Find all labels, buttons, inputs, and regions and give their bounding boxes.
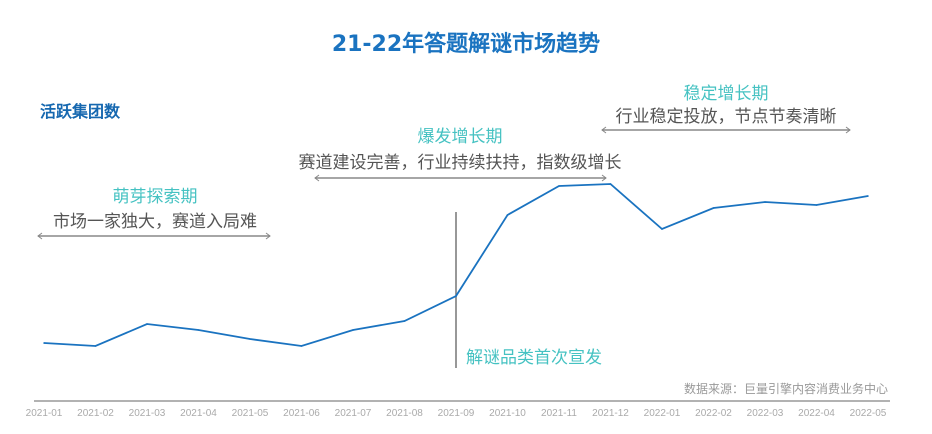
data-point (197, 329, 200, 331)
event-label: 解谜品类首次宣发 (466, 348, 602, 368)
data-point (43, 342, 45, 344)
x-tick-label: 2021-12 (592, 408, 629, 419)
phase-3-desc: 行业稳定投放，节点节奏清晰 (615, 107, 837, 127)
data-point (661, 228, 663, 230)
phase-1-name: 萌芽探索期 (112, 187, 198, 207)
data-point (352, 329, 354, 331)
x-tick-label: 2021-06 (283, 408, 320, 419)
data-point (764, 201, 766, 203)
data-point (609, 183, 612, 185)
phase-3-name: 稳定增长期 (683, 84, 769, 104)
data-point (815, 204, 818, 206)
source-note: 数据来源：巨量引擎内容消费业务中心 (683, 382, 888, 396)
arrow-right-icon (845, 126, 851, 134)
data-point (249, 338, 251, 340)
data-point (506, 214, 509, 216)
data-point (712, 207, 715, 209)
chart-title: 21-22年答题解谜市场趋势 (331, 32, 601, 57)
phase-2-name: 爆发增长期 (417, 127, 503, 147)
y-axis-label: 活跃集团数 (40, 102, 121, 121)
x-tick-label: 2021-07 (335, 408, 372, 419)
data-point (403, 320, 406, 322)
data-point (300, 345, 303, 347)
x-tick-label: 2021-04 (180, 408, 217, 419)
x-tick-label: 2021-02 (77, 408, 114, 419)
data-point (558, 185, 560, 187)
arrow-right-icon (601, 174, 607, 182)
x-tick-label: 2022-02 (695, 408, 732, 419)
arrow-right-icon (265, 232, 271, 240)
arrow-left-icon (314, 174, 320, 182)
x-tick-label: 2022-04 (798, 408, 835, 419)
x-tick-label: 2021-05 (232, 408, 269, 419)
data-point (867, 195, 869, 197)
phase-1-desc: 市场一家独大，赛道入局难 (53, 212, 257, 232)
data-point (455, 295, 457, 297)
x-tick-label: 2022-05 (850, 408, 887, 419)
x-tick-label: 2021-09 (438, 408, 475, 419)
data-point (94, 345, 97, 347)
x-tick-label: 2021-10 (489, 408, 526, 419)
x-tick-label: 2021-11 (541, 408, 577, 419)
x-tick-label: 2022-01 (644, 408, 681, 419)
arrow-left-icon (37, 232, 43, 240)
x-tick-label: 2021-03 (129, 408, 166, 419)
x-tick-label: 2022-03 (747, 408, 784, 419)
phase-2-desc: 赛道建设完善，行业持续扶持，指数级增长 (298, 153, 622, 173)
arrow-left-icon (601, 126, 607, 134)
x-tick-label: 2021-01 (26, 408, 63, 419)
data-point (146, 323, 148, 325)
x-tick-label: 2021-08 (386, 408, 423, 419)
